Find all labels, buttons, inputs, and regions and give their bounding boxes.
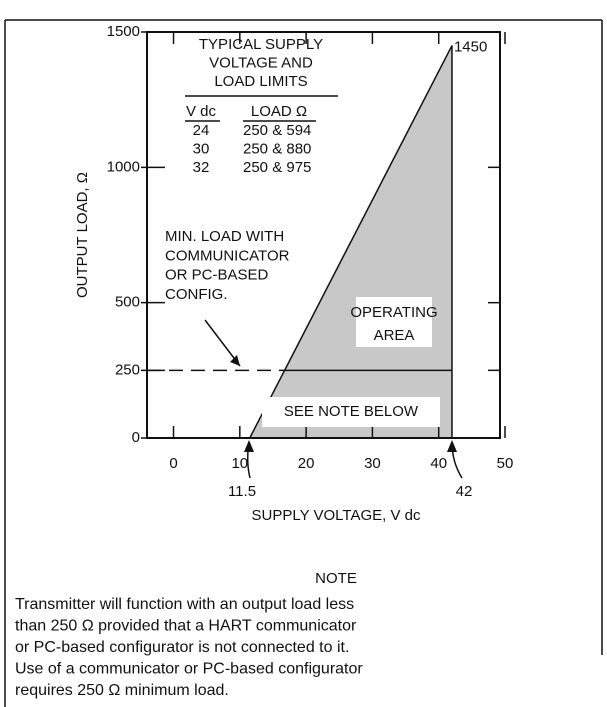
y-axis-label: OUTPUT LOAD, Ω — [74, 172, 91, 298]
note-line: Use of a communicator or PC-based config… — [15, 661, 363, 678]
x-tick-label: 0 — [169, 455, 177, 472]
note-line: than 250 Ω provided that a HART communic… — [15, 618, 357, 635]
y-tick-label: 1000 — [107, 158, 140, 175]
area-label: OPERATING — [350, 304, 437, 321]
area-label: AREA — [374, 327, 415, 344]
label-box — [356, 297, 432, 347]
table-cell: 250 & 880 — [243, 140, 311, 157]
note-line: requires 250 Ω minimum load. — [15, 682, 229, 699]
table-header: V dc — [186, 103, 217, 120]
note-title: NOTE — [315, 570, 357, 587]
min-load-label: COMMUNICATOR — [165, 247, 290, 264]
min-load-label: CONFIG. — [165, 286, 228, 303]
x-tick-label: 30 — [364, 455, 381, 472]
note-ref: SEE NOTE BELOW — [284, 403, 419, 420]
min-load-label: MIN. LOAD WITH — [165, 228, 284, 245]
y-tick-label: 250 — [115, 361, 140, 378]
table-cell: 30 — [193, 140, 210, 157]
plot-frame — [146, 31, 501, 439]
table-cell: 250 & 975 — [243, 159, 311, 176]
x-axis-label: SUPPLY VOLTAGE, V dc — [252, 507, 421, 524]
arrow-head — [447, 440, 457, 452]
y-tick-label: 0 — [132, 429, 140, 446]
arrow-head — [244, 440, 254, 452]
table-title: LOAD LIMITS — [214, 73, 307, 90]
x-tick-label: 20 — [298, 455, 315, 472]
point-label: 1450 — [454, 39, 487, 56]
min-load-label: OR PC-BASED — [165, 267, 269, 284]
arrow-head — [230, 355, 240, 366]
point-label: 42 — [456, 483, 473, 500]
table-cell: 32 — [193, 159, 210, 176]
note-line: or PC-based configurator is not connecte… — [15, 639, 349, 656]
table-cell: 250 & 594 — [243, 122, 311, 139]
x-tick-label: 50 — [497, 455, 514, 472]
y-tick-label: 1500 — [107, 23, 140, 40]
table-title: VOLTAGE AND — [209, 54, 313, 71]
label-box — [262, 397, 440, 427]
y-tick-label: 500 — [115, 294, 140, 311]
table-title: TYPICAL SUPPLY — [199, 36, 323, 53]
note-line: Transmitter will function with an output… — [15, 596, 354, 613]
table-header: LOAD Ω — [251, 103, 307, 120]
table-cell: 24 — [193, 122, 210, 139]
x-tick-label: 10 — [231, 455, 248, 472]
point-label: 11.5 — [228, 483, 256, 500]
x-tick-label: 40 — [430, 455, 447, 472]
